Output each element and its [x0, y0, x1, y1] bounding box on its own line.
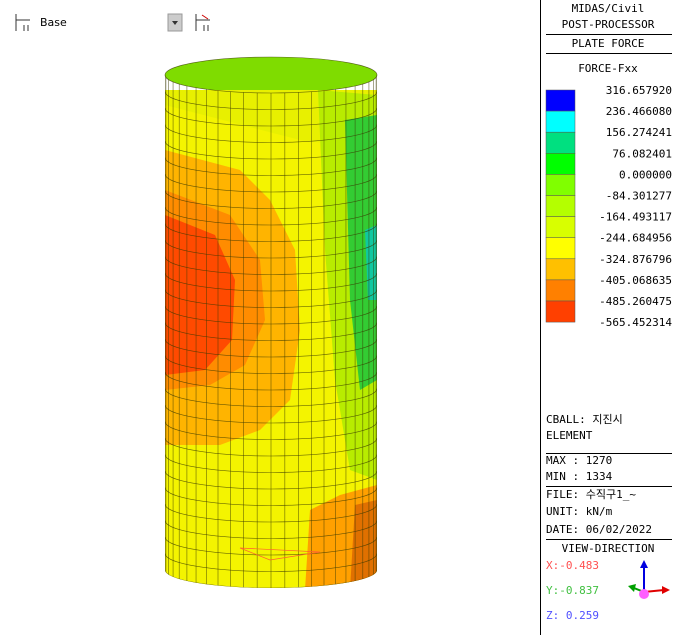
mesh-line — [165, 437, 377, 457]
legend-swatch — [545, 279, 576, 302]
legend-swatch — [545, 216, 576, 238]
legend-swatch — [545, 153, 576, 175]
mesh-line — [165, 206, 377, 226]
cball: CBALL: 지진시 — [546, 413, 623, 426]
legend-level: -485.260475 — [599, 295, 672, 308]
legend-swatch — [545, 258, 576, 281]
cylinder-top — [165, 57, 377, 93]
legend-level: -84.301277 — [606, 190, 672, 203]
mesh-line — [165, 454, 377, 473]
contour-red — [165, 215, 235, 375]
contour-bottom-dark — [350, 500, 377, 588]
legend-swatch — [545, 89, 576, 112]
unit: UNIT: kN/m — [546, 505, 613, 518]
mesh-grid — [165, 75, 377, 588]
legend-level: 316.657920 — [606, 84, 672, 97]
mesh-line — [165, 223, 377, 242]
cylinder-rim — [164, 56, 378, 94]
file: FILE: 수직구1_~ — [546, 488, 636, 501]
mesh-line — [165, 140, 377, 160]
legend-swatch — [545, 195, 576, 217]
axis-triad — [628, 560, 670, 599]
mesh-line — [165, 487, 377, 506]
mesh-line — [165, 404, 377, 424]
mesh-line — [165, 305, 377, 325]
legend-level: 236.466080 — [606, 105, 672, 118]
result-type: PLATE FORCE — [572, 37, 645, 50]
legend-swatch — [545, 174, 576, 196]
mesh-line — [165, 289, 377, 308]
legend-title: MIDAS/Civil — [572, 2, 645, 15]
base-label: Base — [40, 16, 67, 29]
base-icon[interactable] — [15, 14, 30, 31]
mesh-line — [165, 272, 377, 292]
mesh-line — [165, 536, 377, 556]
mesh-line — [165, 157, 377, 176]
legend-level: 76.082401 — [612, 147, 672, 160]
legend-level: -405.068635 — [599, 274, 672, 287]
view-icon[interactable] — [195, 14, 210, 31]
mesh-line — [165, 388, 377, 407]
cylinder-model — [164, 56, 378, 588]
legend-swatch — [545, 131, 576, 154]
mesh-line — [165, 124, 377, 143]
max: MAX : 1270 — [546, 454, 612, 467]
legend-level: 0.000000 — [619, 168, 672, 181]
legend-level: -324.876796 — [599, 253, 672, 266]
mesh-line — [165, 553, 377, 572]
mesh-line — [165, 239, 377, 259]
component: FORCE-Fxx — [578, 62, 638, 75]
mesh-line — [165, 470, 377, 490]
element: ELEMENT — [546, 429, 593, 442]
legend-swatch — [545, 300, 576, 323]
mesh-line — [165, 256, 377, 275]
mesh-line — [165, 569, 377, 588]
mesh-line — [165, 503, 377, 523]
mesh-line — [165, 190, 377, 209]
view-title: VIEW-DIRECTION — [562, 542, 655, 555]
legend-level: -164.493117 — [599, 211, 672, 224]
crack-mark — [239, 547, 321, 561]
legend-level: 156.274241 — [606, 126, 672, 139]
mesh-line — [165, 322, 377, 341]
mesh-line — [165, 338, 377, 358]
legend-title: POST-PROCESSOR — [562, 18, 655, 31]
date: DATE: 06/02/2022 — [546, 523, 652, 536]
mesh-line — [165, 355, 377, 374]
mesh-line — [165, 421, 377, 440]
view-z: Z: 0.259 — [546, 609, 599, 622]
legend-level: -565.452314 — [599, 316, 672, 329]
mesh-line — [165, 107, 377, 127]
toolbar: Base — [15, 13, 210, 32]
view-y: Y:-0.837 — [546, 584, 599, 597]
min: MIN : 1334 — [546, 470, 613, 483]
mesh-line — [165, 371, 377, 391]
legend-swatch — [545, 237, 576, 260]
mesh-line — [165, 91, 377, 110]
mesh-line — [165, 520, 377, 539]
dropdown-arrow — [172, 21, 178, 25]
legend-panel: MIDAS/Civil POST-PROCESSOR PLATE FORCE F… — [545, 2, 672, 622]
view-x: X:-0.483 — [546, 559, 599, 572]
legend-level: -244.684956 — [599, 232, 672, 245]
mesh-line — [165, 173, 377, 193]
legend-swatch — [545, 110, 576, 133]
